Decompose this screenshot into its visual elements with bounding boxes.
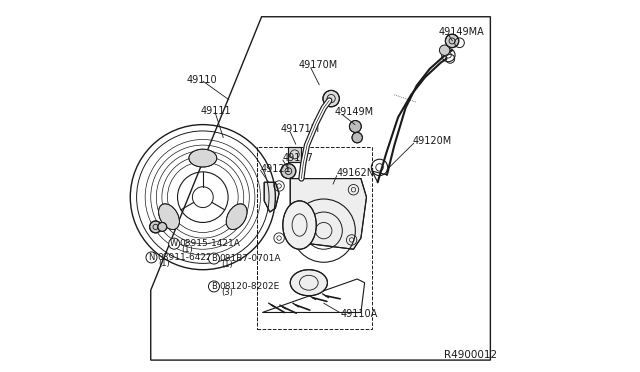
Ellipse shape	[283, 201, 316, 249]
Text: (1): (1)	[181, 246, 193, 254]
Text: N: N	[148, 253, 155, 262]
Text: 08915-1421A: 08915-1421A	[179, 239, 240, 248]
Text: 08911-6422A: 08911-6422A	[157, 253, 218, 262]
Text: 49110A: 49110A	[340, 310, 378, 319]
Circle shape	[158, 222, 167, 231]
Text: 49170M: 49170M	[299, 60, 338, 70]
Ellipse shape	[189, 149, 217, 167]
Text: 49111: 49111	[200, 106, 231, 116]
Circle shape	[352, 132, 362, 143]
Ellipse shape	[226, 204, 247, 230]
Polygon shape	[264, 182, 279, 212]
Text: 49149MA: 49149MA	[439, 27, 484, 36]
Text: B: B	[211, 282, 217, 291]
Text: B: B	[211, 254, 217, 263]
Text: 49121: 49121	[260, 164, 291, 174]
Bar	[289, 147, 301, 162]
Ellipse shape	[291, 270, 328, 296]
Ellipse shape	[159, 204, 179, 230]
Bar	[289, 147, 301, 162]
Circle shape	[349, 121, 362, 132]
Text: 49110: 49110	[186, 75, 217, 85]
Text: (1): (1)	[159, 259, 170, 268]
Text: R4900012: R4900012	[444, 350, 497, 360]
Circle shape	[193, 187, 213, 208]
Bar	[257, 147, 372, 329]
Circle shape	[150, 221, 161, 233]
Text: 08120-8202E: 08120-8202E	[220, 282, 280, 291]
Text: 49120M: 49120M	[412, 136, 451, 145]
Text: (3): (3)	[221, 288, 233, 297]
Circle shape	[440, 45, 450, 55]
Text: 49157: 49157	[283, 153, 314, 163]
Text: 49162N: 49162N	[337, 168, 375, 178]
Text: 49171M: 49171M	[281, 125, 320, 134]
Text: W: W	[170, 239, 179, 248]
Text: 081B7-0701A: 081B7-0701A	[220, 254, 281, 263]
Circle shape	[323, 90, 339, 107]
Text: (1): (1)	[221, 260, 233, 269]
Text: 49149M: 49149M	[335, 107, 374, 116]
Circle shape	[281, 164, 296, 179]
Polygon shape	[291, 179, 367, 249]
Circle shape	[445, 34, 459, 48]
